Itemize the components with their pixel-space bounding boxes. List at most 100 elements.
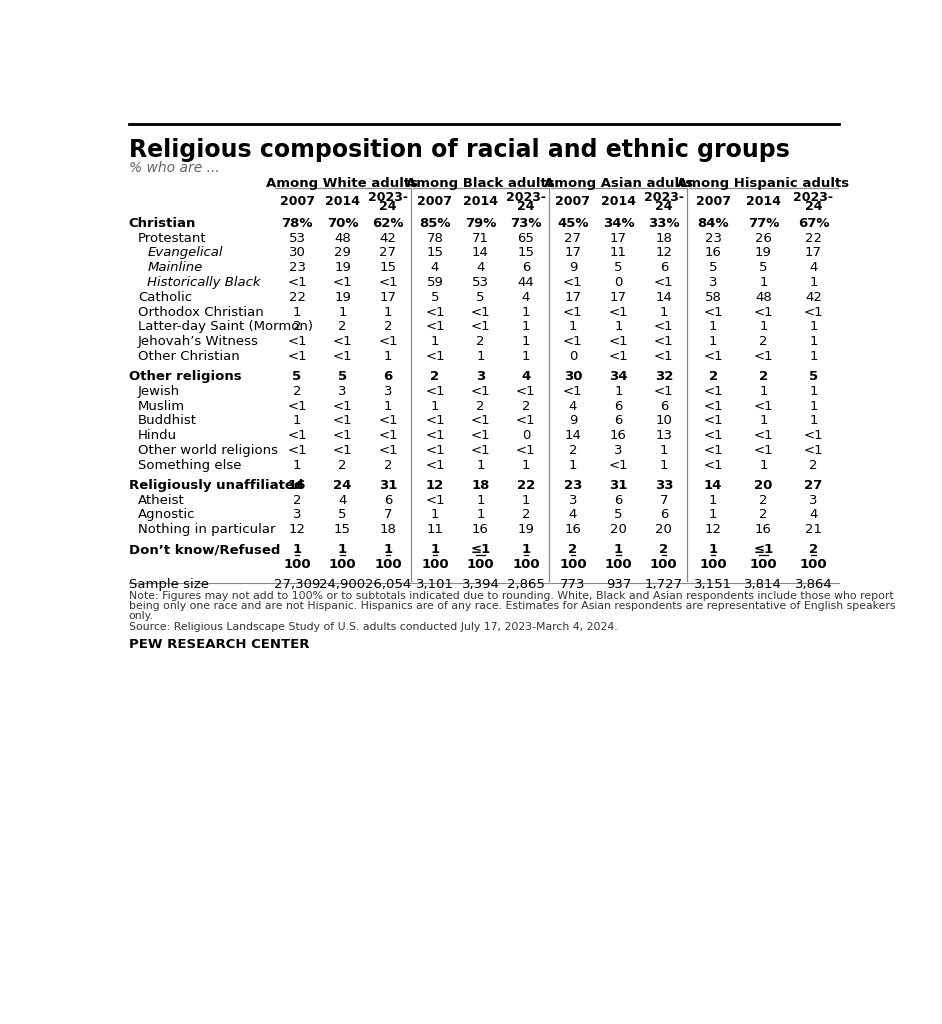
Text: 70%: 70%: [327, 217, 358, 229]
Text: 2014: 2014: [601, 196, 636, 208]
Text: 1: 1: [521, 544, 530, 556]
Text: Protestant: Protestant: [138, 231, 206, 245]
Text: Jewish: Jewish: [138, 385, 180, 398]
Text: 5: 5: [477, 291, 485, 304]
Text: 2014: 2014: [463, 196, 498, 208]
Text: 32: 32: [655, 370, 673, 383]
Text: <1: <1: [378, 275, 398, 289]
Text: 12: 12: [288, 523, 305, 537]
Text: 24: 24: [333, 479, 351, 492]
Text: 6: 6: [659, 509, 668, 521]
Text: <1: <1: [425, 444, 445, 457]
Text: <1: <1: [754, 399, 773, 413]
Text: 31: 31: [609, 479, 627, 492]
Text: 2: 2: [759, 335, 768, 348]
Text: 24,900: 24,900: [319, 579, 365, 592]
Text: 2: 2: [338, 321, 347, 333]
Text: 6: 6: [659, 261, 668, 274]
Text: 1: 1: [809, 385, 818, 398]
Text: 1: 1: [569, 321, 577, 333]
Text: 1: 1: [430, 544, 440, 556]
Text: 2014: 2014: [746, 196, 781, 208]
Text: <1: <1: [754, 429, 773, 442]
Text: 1: 1: [293, 415, 301, 427]
Text: <1: <1: [378, 429, 398, 442]
Text: 1: 1: [659, 305, 668, 318]
Text: 0: 0: [614, 275, 623, 289]
Text: <1: <1: [287, 275, 307, 289]
Text: Something else: Something else: [138, 459, 241, 472]
Text: Evangelical: Evangelical: [147, 247, 222, 259]
Text: 1: 1: [383, 399, 392, 413]
Text: 17: 17: [609, 231, 626, 245]
Text: 100: 100: [329, 558, 356, 571]
Text: 100: 100: [650, 558, 677, 571]
Text: 15: 15: [334, 523, 351, 537]
Text: 15: 15: [517, 247, 534, 259]
Text: 1: 1: [709, 335, 718, 348]
Text: <1: <1: [654, 385, 674, 398]
Text: 23: 23: [288, 261, 305, 274]
Text: 100: 100: [750, 558, 777, 571]
Text: 16: 16: [610, 429, 626, 442]
Text: Latter-day Saint (Mormon): Latter-day Saint (Mormon): [138, 321, 313, 333]
Text: <1: <1: [563, 305, 583, 318]
Text: Muslim: Muslim: [138, 399, 185, 413]
Text: 2: 2: [759, 494, 768, 507]
Text: 1: 1: [522, 459, 530, 472]
Text: 9: 9: [569, 415, 577, 427]
Text: Buddhist: Buddhist: [138, 415, 197, 427]
Text: 14: 14: [564, 429, 581, 442]
Text: <1: <1: [471, 321, 490, 333]
Text: <1: <1: [287, 350, 307, 362]
Text: <1: <1: [704, 350, 723, 362]
Text: 11: 11: [609, 247, 626, 259]
Text: <1: <1: [425, 385, 445, 398]
Text: % who are ...: % who are ...: [129, 162, 219, 175]
Text: 1: 1: [569, 459, 577, 472]
Text: 17: 17: [564, 291, 581, 304]
Text: 2: 2: [293, 494, 301, 507]
Text: 1: 1: [809, 335, 818, 348]
Text: 2: 2: [383, 459, 392, 472]
Text: 16: 16: [755, 523, 771, 537]
Text: <1: <1: [804, 444, 823, 457]
Text: 6: 6: [522, 261, 530, 274]
Text: 23: 23: [705, 231, 722, 245]
Text: Source: Religious Landscape Study of U.S. adults conducted July 17, 2023-March 4: Source: Religious Landscape Study of U.S…: [129, 623, 617, 632]
Text: Other world religions: Other world religions: [138, 444, 278, 457]
Text: 6: 6: [614, 415, 623, 427]
Text: 58: 58: [705, 291, 722, 304]
Text: <1: <1: [287, 335, 307, 348]
Text: 2007: 2007: [696, 196, 731, 208]
Text: 20: 20: [656, 523, 673, 537]
Text: <1: <1: [804, 429, 823, 442]
Text: 1: 1: [477, 509, 485, 521]
Text: 42: 42: [805, 291, 821, 304]
Text: 18: 18: [471, 479, 490, 492]
Text: 1,727: 1,727: [645, 579, 683, 592]
Text: <1: <1: [425, 350, 445, 362]
Text: Mainline: Mainline: [147, 261, 203, 274]
Text: 100: 100: [421, 558, 448, 571]
Text: 3: 3: [476, 370, 485, 383]
Text: 34: 34: [609, 370, 627, 383]
Text: 1: 1: [430, 509, 439, 521]
Text: 937: 937: [606, 579, 631, 592]
Text: <1: <1: [333, 399, 352, 413]
Text: 5: 5: [709, 261, 718, 274]
Text: 1: 1: [383, 544, 393, 556]
Text: 2007: 2007: [556, 196, 591, 208]
Text: 65: 65: [517, 231, 534, 245]
Text: 77%: 77%: [748, 217, 779, 229]
Text: 2: 2: [522, 399, 530, 413]
Text: <1: <1: [654, 350, 674, 362]
Text: being only one race and are not Hispanic. Hispanics are of any race. Estimates f: being only one race and are not Hispanic…: [129, 601, 895, 610]
Text: 2: 2: [708, 370, 718, 383]
Text: 31: 31: [379, 479, 398, 492]
Text: 3,864: 3,864: [794, 579, 833, 592]
Text: 22: 22: [805, 231, 822, 245]
Text: 1: 1: [709, 509, 718, 521]
Text: 1: 1: [522, 494, 530, 507]
Text: 1: 1: [477, 350, 485, 362]
